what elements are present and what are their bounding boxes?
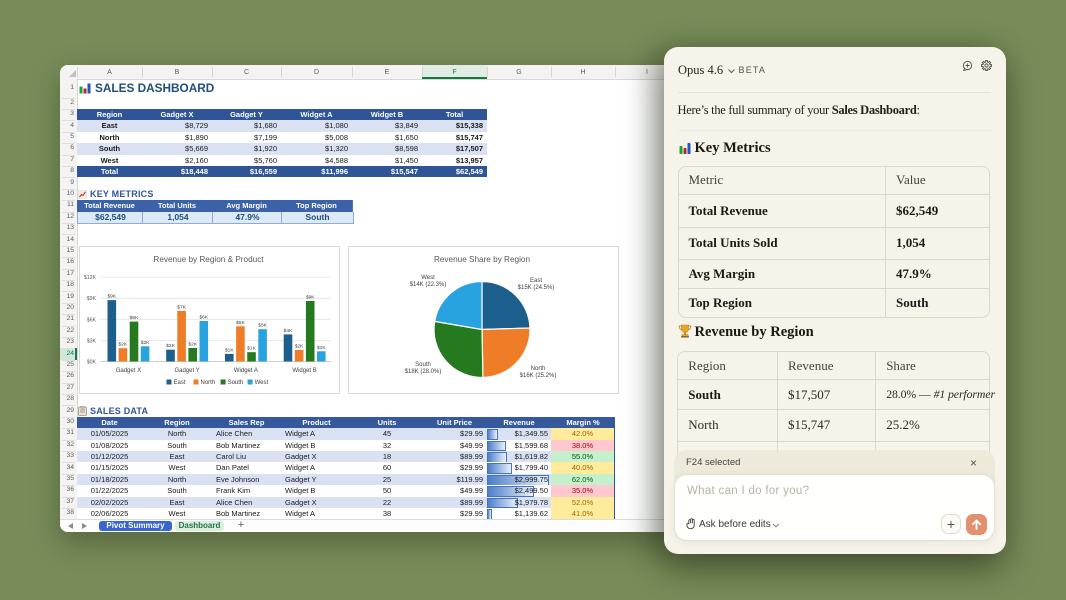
svg-text:Widget A: Widget A — [234, 368, 258, 374]
svg-text:$2K: $2K — [141, 340, 150, 346]
svg-text:$2K: $2K — [119, 342, 128, 348]
svg-text:South: South — [228, 380, 244, 386]
svg-text:Gadget Y: Gadget Y — [174, 368, 199, 374]
svg-text:East: East — [174, 380, 186, 386]
svg-text:$6K: $6K — [199, 315, 208, 321]
svg-text:South: South — [415, 362, 431, 368]
svg-text:West: West — [421, 275, 435, 281]
svg-text:North: North — [201, 380, 216, 386]
svg-text:Revenue by Region & Product: Revenue by Region & Product — [153, 255, 264, 264]
svg-text:$7K: $7K — [177, 304, 186, 310]
svg-text:$6K: $6K — [87, 317, 97, 323]
svg-text:$9K: $9K — [306, 295, 315, 301]
svg-text:$14K (22.3%): $14K (22.3%) — [410, 282, 447, 288]
svg-text:$4K: $4K — [284, 328, 293, 334]
svg-text:$5K: $5K — [258, 323, 267, 329]
svg-text:$6K: $6K — [130, 315, 139, 321]
svg-text:$5K: $5K — [236, 320, 245, 326]
svg-text:East: East — [530, 278, 542, 284]
svg-text:$1K: $1K — [317, 345, 326, 351]
svg-text:$9K: $9K — [87, 296, 97, 302]
svg-text:$3K: $3K — [87, 338, 97, 344]
svg-text:$2K: $2K — [295, 343, 304, 349]
svg-text:$1K: $1K — [225, 347, 234, 353]
svg-text:$0K: $0K — [87, 360, 97, 366]
svg-text:$9K: $9K — [107, 294, 116, 300]
svg-text:Widget B: Widget B — [292, 368, 316, 374]
svg-text:$15K (24.5%): $15K (24.5%) — [518, 285, 555, 291]
svg-text:North: North — [531, 366, 546, 372]
svg-text:$12K: $12K — [84, 275, 97, 281]
svg-text:$2K: $2K — [166, 343, 175, 349]
svg-text:$18K (28.0%): $18K (28.0%) — [405, 369, 442, 375]
svg-text:Revenue Share by Region: Revenue Share by Region — [434, 255, 530, 264]
svg-text:West: West — [255, 380, 269, 386]
svg-text:$2K: $2K — [188, 342, 197, 348]
svg-text:$16K (25.2%): $16K (25.2%) — [520, 373, 557, 379]
svg-text:$1K: $1K — [247, 346, 256, 352]
svg-text:Gadget X: Gadget X — [116, 368, 141, 374]
